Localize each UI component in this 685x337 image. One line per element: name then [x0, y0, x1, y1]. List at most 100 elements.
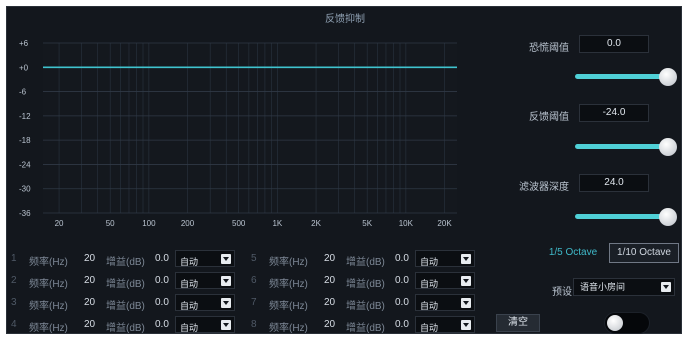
- x-tick-label: 50: [106, 219, 115, 228]
- band-freq-label: 频率(Hz): [269, 323, 308, 334]
- panic-threshold-input[interactable]: 0.0: [579, 35, 649, 53]
- feedback-threshold-slider[interactable]: [575, 138, 678, 156]
- window-title: 反馈抑制: [325, 14, 365, 25]
- y-tick-label: -24: [19, 160, 31, 169]
- band-number: 3: [11, 297, 17, 308]
- band-freq-value[interactable]: 20: [84, 253, 96, 264]
- band-freq-value[interactable]: 20: [84, 275, 96, 286]
- filter-depth-label: 滤波器深度: [519, 182, 569, 193]
- clear-button[interactable]: 清空: [496, 314, 540, 332]
- band-gain-label: 增益(dB): [106, 257, 145, 268]
- band-freq-label: 频率(Hz): [29, 323, 68, 334]
- octave-1-5-button[interactable]: 1/5 Octave: [540, 243, 606, 263]
- band-gain-value[interactable]: 0.0: [155, 275, 169, 286]
- band-number: 8: [251, 319, 257, 330]
- band-gain-value[interactable]: 0.0: [395, 253, 409, 264]
- x-tick-label: 500: [232, 219, 246, 228]
- band-row-5: 5 频率(Hz) 20 增益(dB) 0.0 自动: [251, 249, 483, 269]
- band-freq-label: 频率(Hz): [269, 301, 308, 312]
- eq-response-chart: +6 +0 -6 -12 -18 -24 -30 -36 20 50 100 200 500 1K 2K 5K…: [19, 39, 457, 228]
- band-gain-label: 增益(dB): [106, 279, 145, 290]
- band-mode-value: 自动: [420, 279, 439, 289]
- y-tick-label: -6: [19, 88, 27, 97]
- x-tick-label: 1K: [272, 219, 282, 228]
- band-freq-value[interactable]: 20: [324, 253, 336, 264]
- chevron-down-icon[interactable]: [461, 276, 471, 286]
- band-number: 6: [251, 275, 257, 286]
- band-freq-value[interactable]: 20: [324, 275, 336, 286]
- preset-label: 预设: [552, 287, 572, 298]
- plot-area: [43, 43, 457, 213]
- band-gain-value[interactable]: 0.0: [395, 319, 409, 330]
- band-row-8: 8 频率(Hz) 20 增益(dB) 0.0 自动: [251, 315, 483, 335]
- y-tick-label: -18: [19, 136, 31, 145]
- y-tick-label: -30: [19, 185, 31, 194]
- x-tick-label: 100: [142, 219, 156, 228]
- filter-depth-input[interactable]: 24.0: [579, 174, 649, 192]
- band-row-3: 3 频率(Hz) 20 增益(dB) 0.0 自动: [11, 293, 243, 313]
- x-tick-label: 20K: [437, 219, 452, 228]
- y-tick-label: -36: [19, 209, 31, 218]
- x-tick-label: 200: [181, 219, 195, 228]
- band-mode-select[interactable]: 自动: [415, 316, 475, 333]
- band-freq-value[interactable]: 20: [324, 319, 336, 330]
- slider-knob[interactable]: [659, 68, 678, 86]
- band-freq-value[interactable]: 20: [84, 297, 96, 308]
- feedback-suppression-window: 反馈抑制 +6 +0 -6 -12 -18 -24 -30 -36 20 50 100 200 500 1…: [6, 6, 682, 334]
- band-gain-label: 增益(dB): [106, 323, 145, 334]
- slider-track: [575, 214, 673, 219]
- slider-track: [575, 74, 673, 79]
- band-mode-select[interactable]: 自动: [175, 250, 235, 267]
- band-gain-value[interactable]: 0.0: [395, 297, 409, 308]
- chevron-down-icon[interactable]: [461, 298, 471, 308]
- chevron-down-icon[interactable]: [461, 320, 471, 330]
- filter-depth-slider[interactable]: [575, 208, 678, 226]
- band-row-2: 2 频率(Hz) 20 增益(dB) 0.0 自动: [11, 271, 243, 291]
- band-gain-value[interactable]: 0.0: [395, 275, 409, 286]
- feedback-threshold-input[interactable]: -24.0: [579, 104, 649, 122]
- band-freq-value[interactable]: 20: [324, 297, 336, 308]
- band-row-6: 6 频率(Hz) 20 增益(dB) 0.0 自动: [251, 271, 483, 291]
- band-mode-select[interactable]: 自动: [175, 294, 235, 311]
- preset-value: 语音小房间: [580, 282, 626, 292]
- chevron-down-icon[interactable]: [221, 254, 231, 264]
- band-mode-select[interactable]: 自动: [415, 250, 475, 267]
- slider-knob[interactable]: [659, 138, 678, 156]
- chevron-down-icon[interactable]: [221, 298, 231, 308]
- band-mode-select[interactable]: 自动: [415, 294, 475, 311]
- band-gain-value[interactable]: 0.0: [155, 297, 169, 308]
- band-number: 5: [251, 253, 257, 264]
- preset-select[interactable]: 语音小房间: [573, 278, 675, 296]
- y-tick-label: +6: [19, 39, 29, 48]
- octave-1-10-button[interactable]: 1/10 Octave: [609, 243, 679, 263]
- band-gain-label: 增益(dB): [346, 301, 385, 312]
- chevron-down-icon[interactable]: [221, 276, 231, 286]
- band-mode-value: 自动: [420, 301, 439, 311]
- band-freq-label: 频率(Hz): [269, 279, 308, 290]
- band-row-4: 4 频率(Hz) 20 增益(dB) 0.0 自动: [11, 315, 243, 335]
- band-gain-value[interactable]: 0.0: [155, 319, 169, 330]
- chevron-down-icon[interactable]: [461, 254, 471, 264]
- band-gain-label: 增益(dB): [346, 279, 385, 290]
- enable-toggle[interactable]: [604, 312, 650, 334]
- panic-threshold-label: 恐慌阈值: [529, 43, 569, 54]
- band-row-1: 1 频率(Hz) 20 增益(dB) 0.0 自动: [11, 249, 243, 269]
- chevron-down-icon[interactable]: [661, 282, 671, 292]
- band-mode-value: 自动: [420, 323, 439, 333]
- band-freq-label: 频率(Hz): [29, 301, 68, 312]
- panic-threshold-slider[interactable]: [575, 68, 678, 86]
- band-mode-select[interactable]: 自动: [415, 272, 475, 289]
- band-mode-value: 自动: [180, 301, 199, 311]
- band-gain-value[interactable]: 0.0: [155, 253, 169, 264]
- band-number: 4: [11, 319, 17, 330]
- band-number: 7: [251, 297, 257, 308]
- band-mode-select[interactable]: 自动: [175, 272, 235, 289]
- band-mode-select[interactable]: 自动: [175, 316, 235, 333]
- band-number: 1: [11, 253, 17, 264]
- band-freq-value[interactable]: 20: [84, 319, 96, 330]
- chevron-down-icon[interactable]: [221, 320, 231, 330]
- band-freq-label: 频率(Hz): [29, 257, 68, 268]
- band-number: 2: [11, 275, 17, 286]
- y-tick-label: -12: [19, 112, 31, 121]
- slider-knob[interactable]: [659, 208, 678, 226]
